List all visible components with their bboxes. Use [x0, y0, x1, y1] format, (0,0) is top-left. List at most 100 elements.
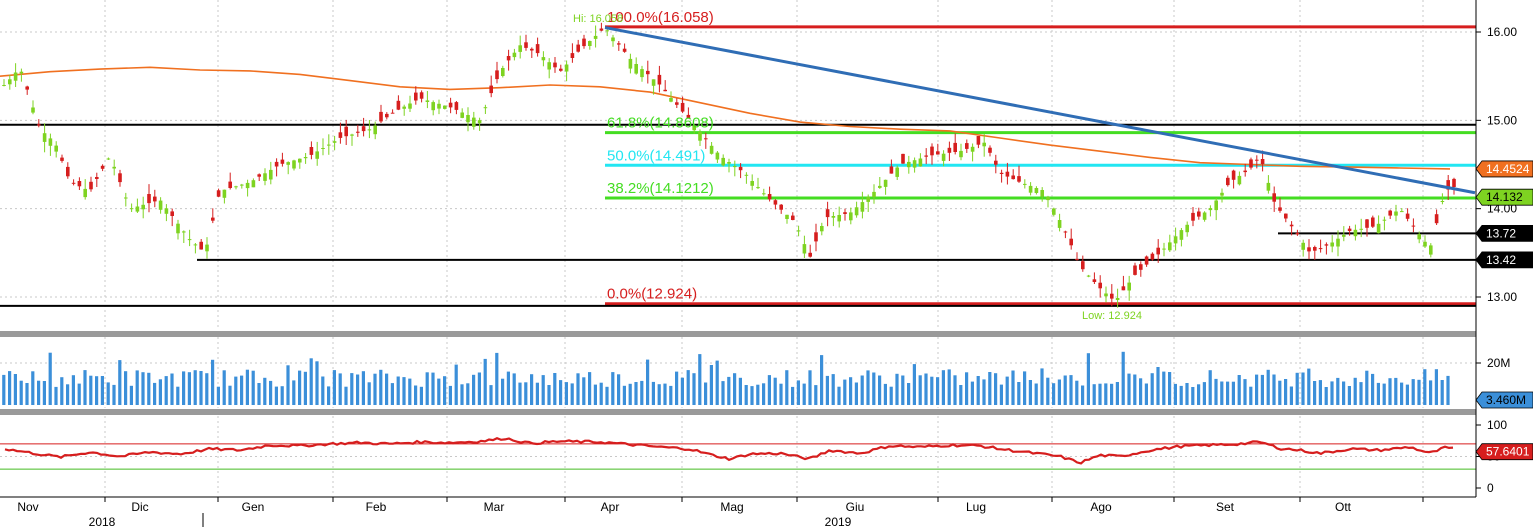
candle-body [1191, 212, 1195, 221]
volume-bar [1237, 375, 1241, 405]
volume-bar [106, 382, 110, 405]
candle-body [831, 216, 836, 218]
volume-bar [802, 383, 806, 405]
candle-body [385, 113, 389, 118]
volume-bar [692, 373, 696, 405]
fib-label: 100.0%(16.058) [607, 9, 714, 26]
volume-bar [37, 380, 41, 405]
volume-bar [785, 370, 789, 405]
candle-body [344, 126, 348, 137]
x-tick-label: Dic [131, 500, 148, 514]
candle-body [1243, 170, 1247, 173]
volume-bar [13, 374, 17, 405]
candle-body [13, 72, 18, 81]
candle-body [37, 124, 41, 126]
candle-body [425, 100, 430, 102]
volume-bar [187, 372, 191, 405]
candle-body [89, 181, 93, 190]
volume-bar [1371, 373, 1375, 405]
volume-bar [1324, 387, 1328, 405]
candle-body [1168, 242, 1172, 251]
volume-bar [999, 384, 1003, 405]
price-tag-shape [1475, 443, 1533, 461]
panel-divider[interactable] [0, 409, 1476, 415]
volume-bar [147, 372, 151, 405]
volume-bar [193, 370, 197, 405]
volume-bar [1185, 383, 1189, 405]
candle-body [100, 165, 105, 169]
x-tick-label: Gen [242, 500, 265, 514]
candle-body [390, 112, 395, 114]
candle-body [773, 200, 778, 205]
candle-body [999, 172, 1004, 174]
volume-bar [756, 384, 760, 405]
candle-body [1110, 293, 1114, 299]
price-tag: 14.132 [1475, 188, 1533, 206]
candle-body [1347, 228, 1352, 231]
x-tick-label: Nov [17, 500, 38, 514]
candle-body [547, 62, 551, 70]
volume-bar [1179, 385, 1183, 405]
volume-bar [1417, 379, 1421, 405]
year-label: 2019 [825, 515, 852, 529]
candle-body [1052, 208, 1056, 215]
candle-body [431, 102, 435, 111]
candle-body [1121, 286, 1126, 291]
candle-body [483, 107, 488, 109]
candle-body [83, 188, 87, 198]
candle-body [1127, 282, 1131, 291]
price-tag: 14.4524 [1475, 160, 1533, 178]
volume-bar [994, 373, 998, 405]
volume-bar [1139, 378, 1143, 405]
candle-body [8, 79, 12, 85]
candle-body [1040, 190, 1044, 197]
volume-bar [338, 373, 342, 405]
volume-bar [228, 385, 232, 405]
volume-bar [547, 385, 551, 405]
moving-average [0, 66, 1451, 170]
candle-body [1307, 247, 1311, 252]
candle-body [472, 117, 476, 127]
candle-body [1260, 159, 1265, 165]
candle-body [350, 134, 354, 136]
volume-bar [477, 372, 481, 405]
candle-body [106, 158, 111, 160]
volume-bar [1440, 380, 1444, 405]
volume-bar [1255, 374, 1259, 405]
volume-bar [1092, 384, 1096, 405]
candle-body [866, 197, 870, 202]
volume-bar [1289, 386, 1293, 405]
volume-bar [820, 355, 824, 405]
volume-bar [970, 381, 974, 405]
volume-bar [448, 385, 452, 405]
candle-body [419, 92, 424, 99]
volume-bar [506, 371, 510, 405]
volume-bar [878, 375, 882, 405]
candle-body [135, 206, 140, 212]
volume-bar [315, 361, 319, 405]
volume-bar [559, 380, 563, 405]
panel-divider[interactable] [0, 331, 1476, 337]
moving-average-line [0, 66, 1451, 170]
volume-bar [414, 385, 418, 405]
candle-body [298, 158, 302, 163]
x-tick-label: Feb [366, 500, 387, 514]
candle-body [124, 197, 128, 199]
volume-bar [889, 386, 893, 405]
volume-bar [240, 375, 244, 405]
candle-body [129, 208, 134, 210]
candle-body [489, 85, 493, 94]
volume-bar [1034, 383, 1038, 405]
volume-bar [1365, 370, 1369, 405]
candle-body [553, 62, 557, 68]
candle-body [825, 209, 830, 218]
volume-bar [814, 385, 818, 405]
volume-bar [170, 373, 174, 405]
volume-bar [936, 377, 940, 405]
price-tag-shape [1475, 160, 1533, 178]
volume-bar [617, 374, 621, 405]
volume-bar [48, 352, 52, 405]
candle-body [1237, 175, 1242, 185]
volume-bar [651, 381, 655, 405]
volume-bar [425, 372, 429, 405]
